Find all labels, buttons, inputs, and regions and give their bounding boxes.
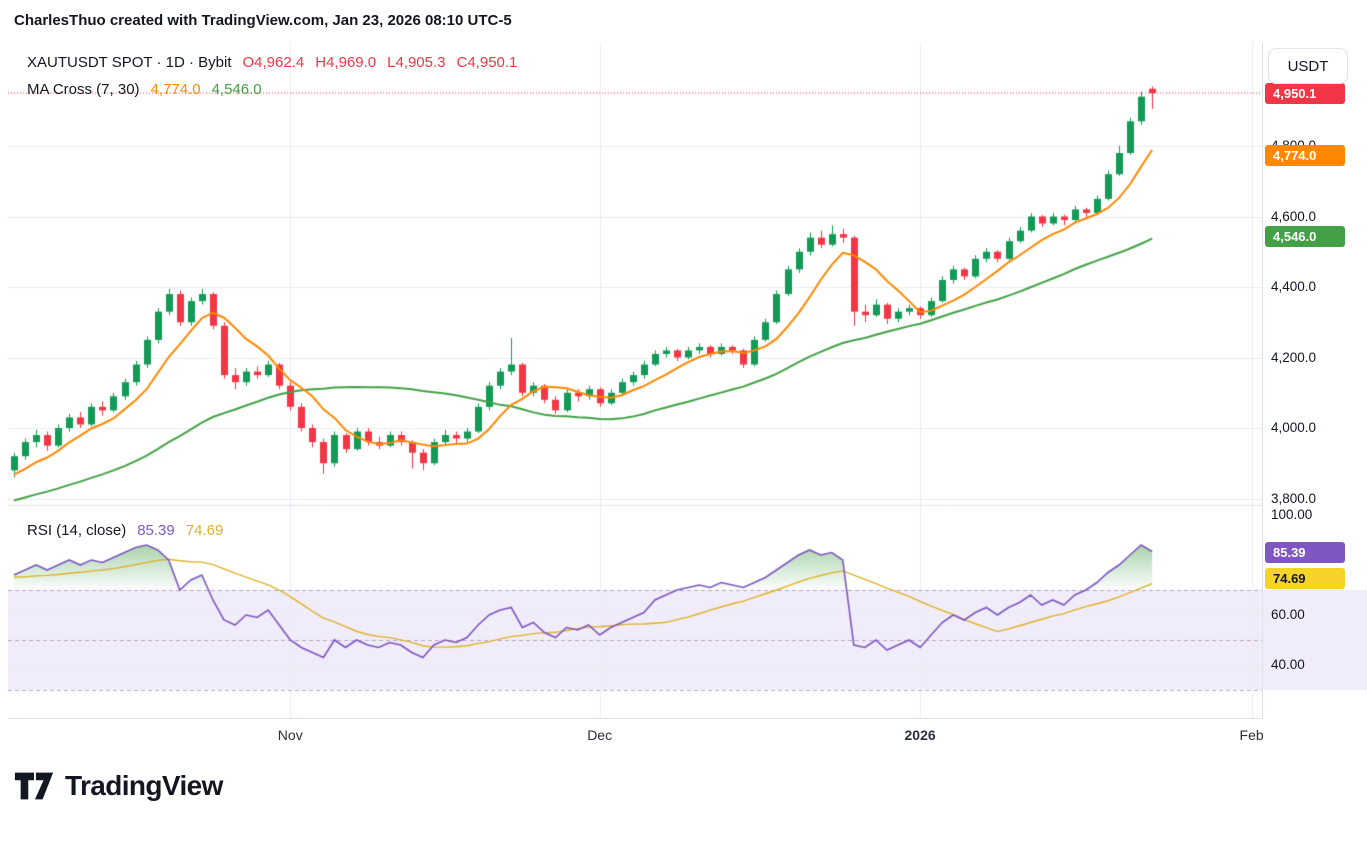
symbol-legend-row[interactable]: XAUTUSDT SPOT · 1D · Bybit O4,962.4 H4,969… <box>27 54 517 71</box>
currency-toggle-button[interactable]: USDT <box>1268 48 1348 84</box>
price-scale-label: 3,800.0 <box>1271 490 1317 506</box>
chart-plot-area[interactable] <box>8 42 1262 718</box>
time-axis-label: 2026 <box>904 727 936 743</box>
rsi-scale-label: 100.00 <box>1271 507 1313 522</box>
tradingview-footer-link[interactable]: TradingView <box>13 770 223 802</box>
ohlc-low: L4,905.3 <box>387 54 446 71</box>
chart-canvas[interactable] <box>8 42 1262 718</box>
price-badge: 4,774.0 <box>1265 145 1345 167</box>
ma-slow-value: 4,546.0 <box>211 81 262 98</box>
symbol-title: XAUTUSDT SPOT · 1D · Bybit <box>27 54 232 71</box>
ma-cross-label: MA Cross (7, 30) <box>27 81 140 98</box>
rsi-scale-label: 40.00 <box>1271 657 1305 672</box>
rsi-badge: 74.69 <box>1265 568 1345 590</box>
time-axis-label: Feb <box>1239 727 1264 743</box>
chart-widget: XAUTUSDT SPOT · 1D · Bybit O4,962.4 H4,969… <box>0 42 1367 750</box>
time-axis-label: Nov <box>277 727 303 743</box>
time-axis[interactable]: Nov Dec 2026 Feb <box>8 718 1264 751</box>
ma-cross-legend-row[interactable]: MA Cross (7, 30) 4,774.0 4,546.0 <box>27 81 262 98</box>
price-badge: 4,546.0 <box>1265 225 1345 247</box>
price-scale-label: 4,400.0 <box>1271 279 1317 294</box>
rsi-label: RSI (14, close) <box>27 522 127 539</box>
price-scale-label: 4,600.0 <box>1271 208 1317 224</box>
rsi-ma-value: 74.69 <box>185 522 224 539</box>
price-scale[interactable]: USDT 4,800.04,600.04,400.04,200.04,000.0… <box>1262 42 1367 718</box>
rsi-badge: 85.39 <box>1265 541 1345 563</box>
price-scale-label: 4,200.0 <box>1271 349 1317 365</box>
rsi-band-extension <box>1263 590 1367 690</box>
ohlc-high: H4,969.0 <box>315 54 377 71</box>
price-scale-label: 4,000.0 <box>1271 420 1317 435</box>
ohlc-close: C4,950.1 <box>456 54 518 71</box>
attribution-text: CharlesThuo created with TradingView.com… <box>14 12 512 29</box>
rsi-value: 85.39 <box>137 522 175 539</box>
time-axis-label: Dec <box>587 727 613 743</box>
rsi-legend-row[interactable]: RSI (14, close) 85.39 74.69 <box>27 522 223 539</box>
attribution-bar: CharlesThuo created with TradingView.com… <box>0 0 1367 42</box>
ma-fast-value: 4,774.0 <box>150 81 201 98</box>
ohlc-open: O4,962.4 <box>242 54 305 71</box>
rsi-scale-label: 60.00 <box>1271 607 1305 622</box>
price-badge: 4,950.1 <box>1265 83 1345 105</box>
tradingview-brand-text: TradingView <box>65 770 223 801</box>
tradingview-logo-icon <box>14 772 54 800</box>
